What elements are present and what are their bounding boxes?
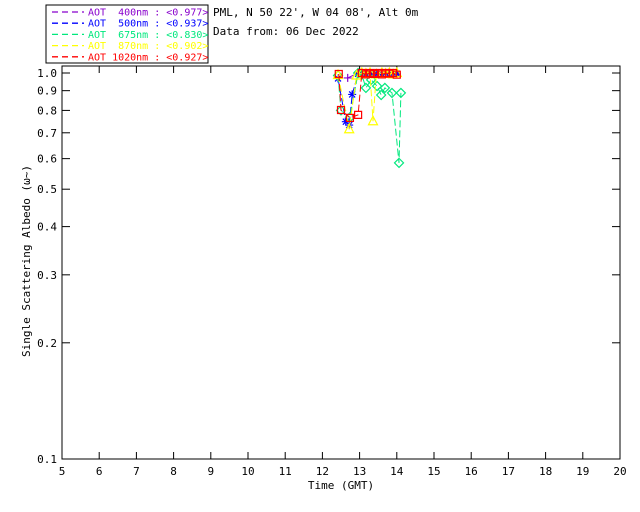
- x-tick-label: 15: [427, 465, 440, 478]
- diamond-marker-AOT-675nm: [375, 89, 387, 101]
- diamond-marker-AOT-675nm: [395, 87, 407, 99]
- legend-label-AOT-675nm: AOT 675nm : <0.830>: [88, 30, 208, 41]
- axis-tick-labels: 5 6 7 8 9 10 11 12 13 14 15 16 17 18 19 20 1.0 0.9 0.8 0.7 0…: [37, 67, 627, 478]
- square-marker-AOT-1020nm: [392, 70, 401, 79]
- y-tick-label: 0.1: [37, 453, 57, 466]
- x-tick-label: 17: [502, 465, 515, 478]
- diamond-marker-AOT-675nm: [386, 87, 398, 99]
- y-tick-label: 0.3: [37, 269, 57, 282]
- legend-item-AOT-1020nm: AOT 1020nm : <0.927>: [52, 52, 208, 63]
- y-tick-label: 0.8: [37, 104, 57, 117]
- series-line-AOT-675nm: [337, 72, 402, 163]
- y-axis-title: Single Scattering Albedo (ω~): [20, 165, 33, 357]
- y-tick-label: 0.4: [37, 221, 57, 234]
- header-location: PML, N 50 22', W 04 08', Alt 0m: [213, 6, 419, 19]
- y-tick-label: 0.6: [37, 153, 57, 166]
- triangle-marker-AOT-870nm: [343, 122, 355, 134]
- x-tick-label: 14: [390, 465, 404, 478]
- legend-label-AOT-870nm: AOT 870nm : <0.902>: [88, 41, 208, 52]
- x-tick-label: 19: [576, 465, 589, 478]
- x-axis-title: Time (GMT): [308, 479, 374, 492]
- square-marker-AOT-1020nm: [336, 105, 346, 115]
- series-AOT-1020nm: [334, 68, 401, 123]
- square-marker-AOT-1020nm: [357, 68, 366, 78]
- x-tick-label: 13: [353, 465, 366, 478]
- x-tick-label: 8: [170, 465, 177, 478]
- legend-label-AOT-1020nm: AOT 1020nm : <0.927>: [88, 52, 208, 63]
- y-tick-label: 0.2: [37, 337, 57, 350]
- legend-item-AOT-870nm: AOT 870nm : <0.902>: [52, 41, 208, 52]
- x-tick-label: 11: [279, 465, 292, 478]
- square-marker-AOT-1020nm: [377, 70, 387, 79]
- y-tick-label: 0.9: [37, 85, 57, 98]
- legend-label-AOT-400nm: AOT 400nm : <0.977>: [88, 8, 208, 19]
- legend-item-AOT-500nm: AOT 500nm : <0.937>: [52, 19, 208, 30]
- x-tick-label: 9: [207, 465, 214, 478]
- y-tick-label: 1.0: [37, 67, 57, 80]
- legend-item-AOT-675nm: AOT 675nm : <0.830>: [52, 30, 208, 41]
- square-marker-AOT-1020nm: [388, 68, 398, 78]
- legend-label-AOT-500nm: AOT 500nm : <0.937>: [88, 19, 208, 30]
- square-marker-AOT-1020nm: [354, 110, 363, 119]
- x-tick-label: 6: [96, 465, 103, 478]
- data-series: [332, 66, 407, 169]
- triangle-marker-AOT-870nm: [367, 114, 379, 126]
- plot-frame: [61, 65, 621, 460]
- x-tick-label: 12: [316, 465, 329, 478]
- plus-marker-AOT-400nm: [343, 73, 352, 82]
- x-tick-label: 18: [539, 465, 552, 478]
- diamond-marker-AOT-675nm: [371, 80, 383, 92]
- x-tick-label: 5: [59, 465, 66, 478]
- square-marker-AOT-1020nm: [334, 69, 343, 79]
- plot-border: [61, 65, 621, 460]
- legend-item-AOT-400nm: AOT 400nm : <0.977>: [52, 8, 208, 19]
- axis-ticks: [61, 66, 621, 460]
- x-tick-label: 16: [465, 465, 478, 478]
- x-tick-label: 10: [241, 465, 254, 478]
- header-date: Data from: 06 Dec 2022: [213, 25, 359, 38]
- legend-box: [45, 4, 209, 64]
- y-tick-label: 0.5: [37, 183, 57, 196]
- x-tick-label: 20: [613, 465, 626, 478]
- x-tick-label: 7: [133, 465, 140, 478]
- diamond-marker-AOT-675nm: [393, 157, 405, 169]
- square-marker-AOT-1020nm: [365, 68, 375, 78]
- legend: AOT 400nm : <0.977>AOT 500nm : <0.937>AO…: [45, 4, 209, 64]
- square-marker-AOT-1020nm: [345, 113, 355, 123]
- diamond-marker-AOT-675nm: [360, 82, 372, 94]
- diamond-marker-AOT-675nm: [379, 82, 391, 94]
- asterisk-marker-AOT-500nm: [348, 90, 357, 99]
- y-tick-label: 0.7: [37, 127, 57, 140]
- series-AOT-675nm: [332, 67, 407, 169]
